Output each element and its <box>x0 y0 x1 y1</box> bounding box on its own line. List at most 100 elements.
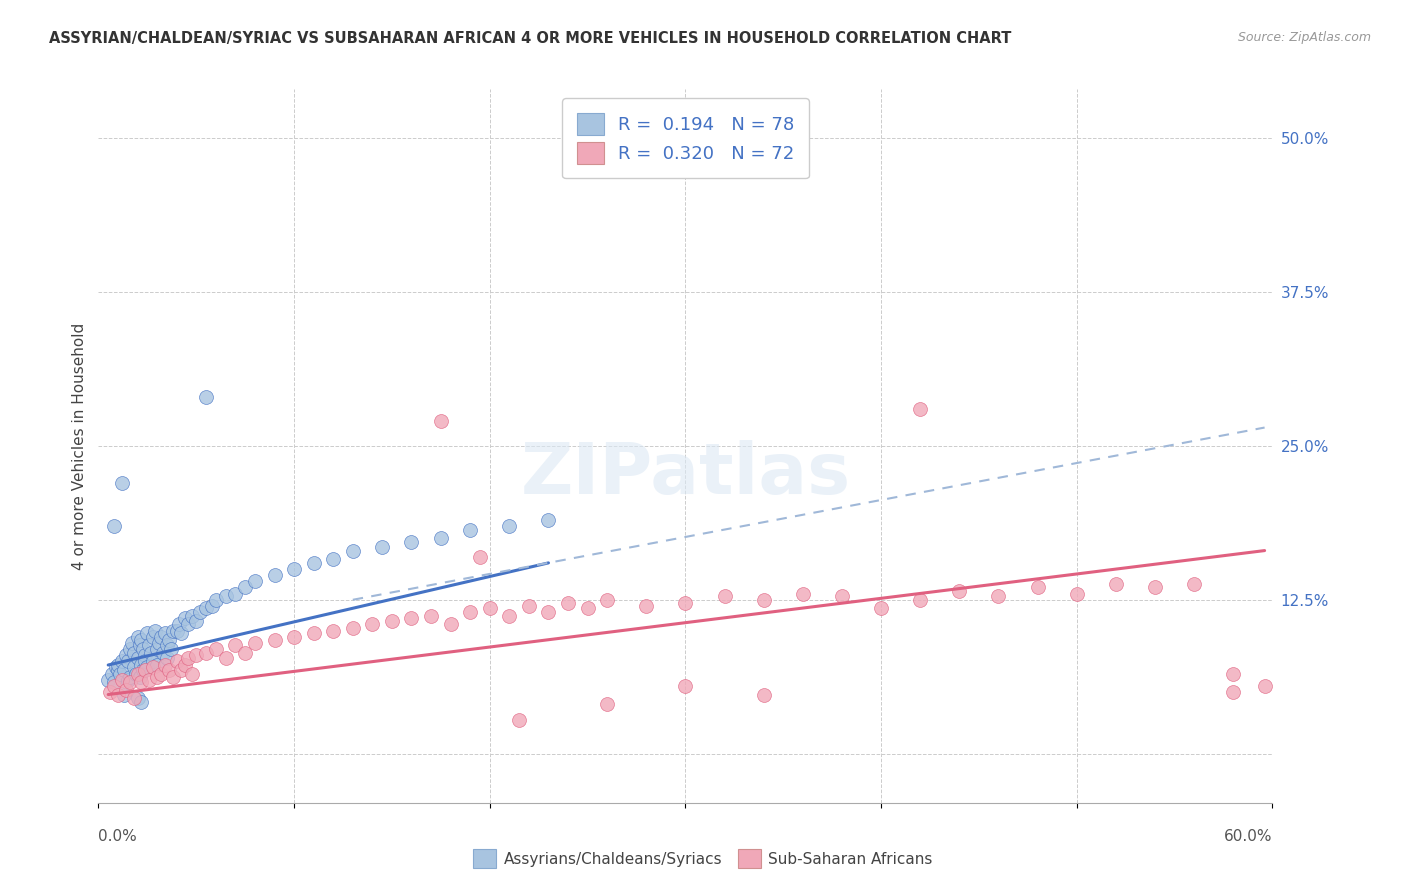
Point <box>214 650 236 665</box>
Point <box>576 601 599 615</box>
Point <box>224 638 246 652</box>
Point <box>173 611 195 625</box>
Point <box>214 589 236 603</box>
Point <box>127 691 149 706</box>
Point <box>128 670 150 684</box>
Point <box>195 646 218 660</box>
Text: ZIPatlas: ZIPatlas <box>520 440 851 509</box>
Point <box>302 626 325 640</box>
Point <box>138 673 160 687</box>
Point <box>201 599 224 613</box>
Point <box>420 608 443 623</box>
Point <box>150 630 173 644</box>
Point <box>537 513 560 527</box>
Point <box>121 636 143 650</box>
Point <box>122 660 145 674</box>
Point <box>108 666 131 681</box>
Point <box>283 562 305 576</box>
Point <box>141 646 163 660</box>
Point <box>159 642 181 657</box>
Point <box>124 666 146 681</box>
Point <box>792 587 814 601</box>
Point <box>440 617 463 632</box>
Point <box>146 658 169 673</box>
Point <box>131 633 153 648</box>
Point <box>169 626 191 640</box>
Point <box>152 646 174 660</box>
Point <box>118 642 141 657</box>
Point <box>107 688 129 702</box>
Point <box>156 638 179 652</box>
Point <box>166 654 188 668</box>
Point <box>146 670 169 684</box>
Point <box>752 592 775 607</box>
Point <box>870 601 893 615</box>
Point <box>263 633 285 648</box>
Point <box>430 531 453 545</box>
Point <box>188 605 211 619</box>
Point <box>1222 666 1244 681</box>
Point <box>114 682 136 697</box>
Point <box>134 654 156 668</box>
Point <box>153 626 176 640</box>
Point <box>143 624 166 638</box>
Point <box>831 589 853 603</box>
Point <box>177 617 200 632</box>
Point <box>101 666 124 681</box>
Point <box>118 675 141 690</box>
Point <box>98 685 121 699</box>
Point <box>430 414 453 428</box>
Point <box>401 535 423 549</box>
Point <box>181 666 204 681</box>
Point <box>675 597 697 611</box>
Point <box>596 592 619 607</box>
Point <box>136 626 159 640</box>
Point <box>150 666 173 681</box>
Point <box>458 605 481 619</box>
Point <box>498 608 520 623</box>
Point <box>157 633 180 648</box>
Point <box>134 648 156 662</box>
Point <box>177 650 200 665</box>
Point <box>458 523 481 537</box>
Point <box>173 658 195 673</box>
Point <box>103 675 125 690</box>
Point <box>97 673 120 687</box>
Point <box>114 648 136 662</box>
Point <box>675 679 697 693</box>
Point <box>167 617 190 632</box>
Point <box>103 519 125 533</box>
Point <box>132 642 155 657</box>
Point <box>636 599 658 613</box>
Point <box>243 636 266 650</box>
Point <box>322 624 344 638</box>
Point <box>478 601 501 615</box>
Point <box>156 650 179 665</box>
Text: ASSYRIAN/CHALDEAN/SYRIAC VS SUBSAHARAN AFRICAN 4 OR MORE VEHICLES IN HOUSEHOLD C: ASSYRIAN/CHALDEAN/SYRIAC VS SUBSAHARAN A… <box>49 31 1011 46</box>
Point <box>1026 581 1049 595</box>
Point <box>107 658 129 673</box>
Point <box>987 589 1010 603</box>
Point <box>1105 576 1128 591</box>
Point <box>134 663 156 677</box>
Point <box>233 581 256 595</box>
Point <box>103 679 125 693</box>
Point <box>162 624 184 638</box>
Point <box>111 673 134 687</box>
Point <box>1144 581 1167 595</box>
Point <box>342 543 364 558</box>
Point <box>127 666 149 681</box>
Point <box>948 584 970 599</box>
Point <box>122 646 145 660</box>
Point <box>205 642 228 657</box>
Point <box>910 592 932 607</box>
Text: 0.0%: 0.0% <box>98 830 138 844</box>
Point <box>131 695 153 709</box>
Point <box>1253 679 1275 693</box>
Point <box>181 608 204 623</box>
Point <box>153 658 176 673</box>
Point <box>517 599 540 613</box>
Point <box>224 587 246 601</box>
Y-axis label: 4 or more Vehicles in Household: 4 or more Vehicles in Household <box>72 322 87 570</box>
Point <box>112 663 135 677</box>
